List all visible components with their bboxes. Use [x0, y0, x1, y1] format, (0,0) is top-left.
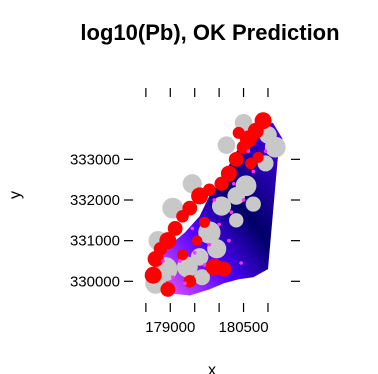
gray-symbol-4: [227, 187, 246, 205]
gray-symbol-7: [207, 239, 227, 259]
small-point-17: [239, 261, 243, 265]
small-point-1: [251, 169, 256, 174]
observation-point-10: [176, 209, 189, 223]
small-points: [161, 149, 268, 286]
observation-point-23: [191, 235, 203, 246]
small-point-6: [192, 251, 197, 255]
y-tick-label-3: 333000: [70, 151, 120, 168]
observation-point-16: [160, 282, 176, 297]
small-point-0: [263, 149, 268, 154]
axes: 179000 180500 330000 331000 332000 333000: [70, 88, 300, 336]
gray-symbol-17: [194, 269, 211, 286]
observation-point-14: [147, 250, 164, 267]
gray-symbol-5: [211, 196, 232, 216]
small-point-16: [183, 281, 187, 286]
small-point-9: [161, 259, 165, 263]
small-point-2: [241, 198, 246, 202]
small-point-13: [246, 149, 251, 154]
small-point-10: [190, 226, 195, 231]
observation-point-4: [228, 151, 244, 167]
x-axis-label: x: [208, 362, 216, 374]
observation-point-21: [252, 151, 264, 163]
small-point-3: [229, 210, 234, 214]
observation-point-22: [198, 216, 210, 228]
small-point-5: [207, 242, 212, 247]
observation-point-6: [214, 176, 229, 191]
gray-symbol-15: [217, 136, 236, 154]
small-point-14: [227, 238, 231, 243]
observation-point-24: [176, 249, 188, 261]
gray-symbol-9: [176, 256, 198, 278]
observation-point-17: [183, 275, 197, 288]
small-point-15: [202, 263, 207, 267]
y-tick-label-0: 330000: [70, 273, 120, 290]
x-tick-label-1: 180500: [219, 319, 269, 336]
observation-point-25: [232, 126, 245, 139]
observation-points: [144, 112, 272, 297]
small-point-7: [178, 259, 182, 263]
observation-point-11: [167, 221, 183, 236]
y-tick-label-1: 331000: [70, 233, 120, 250]
gray-symbol-18: [229, 213, 244, 228]
observation-point-19: [216, 261, 232, 277]
small-point-8: [170, 275, 175, 280]
x-tick-label-0: 179000: [145, 319, 195, 336]
small-point-11: [212, 198, 217, 202]
gray-symbol-19: [245, 196, 261, 212]
small-point-4: [217, 222, 221, 227]
observation-point-8: [191, 187, 209, 205]
y-axis-label: y: [7, 191, 24, 199]
observation-point-15: [144, 266, 162, 284]
y-tick-label-2: 332000: [70, 192, 120, 209]
chart-title: log10(Pb), OK Prediction: [80, 20, 339, 45]
small-point-12: [231, 181, 236, 186]
